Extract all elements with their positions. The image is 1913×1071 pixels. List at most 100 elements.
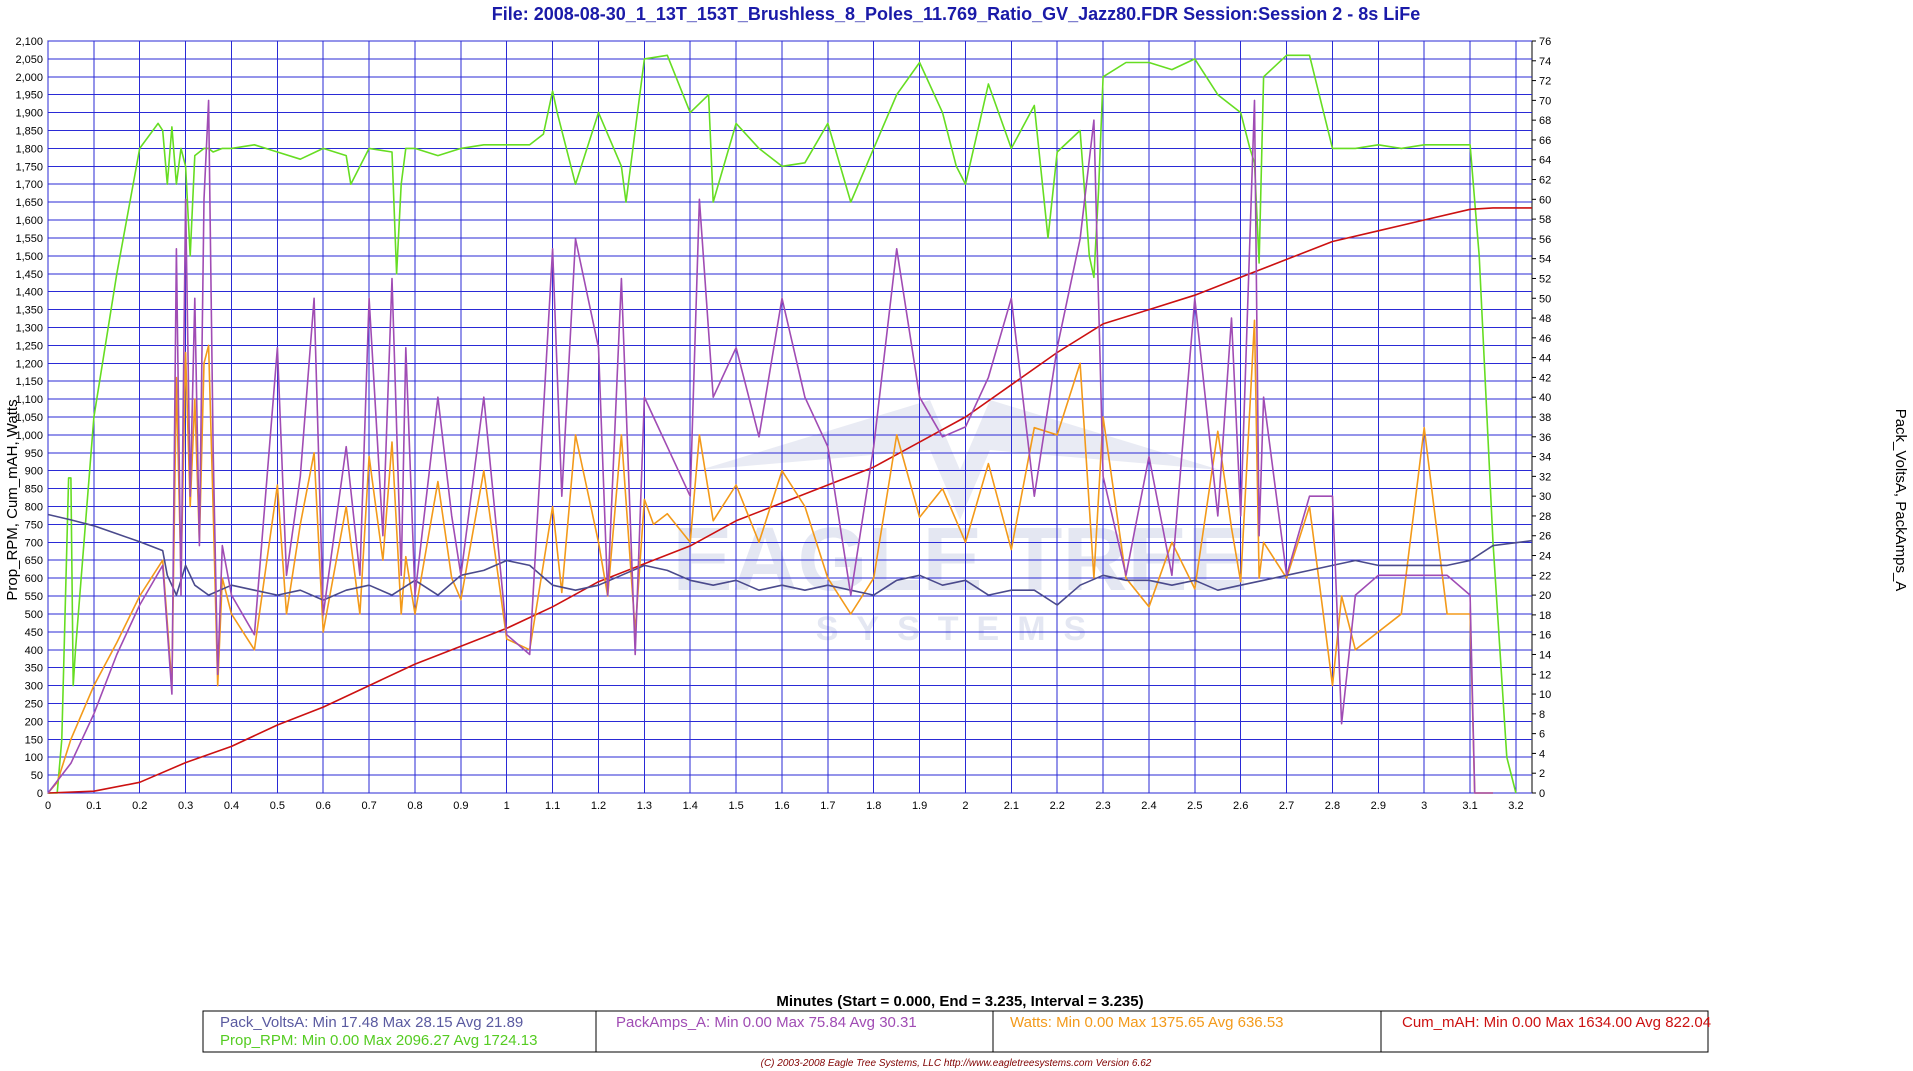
y-left-tick-label: 1,750: [15, 161, 43, 173]
y-right-tick-label: 66: [1539, 135, 1551, 147]
y-right-tick-label: 12: [1539, 669, 1551, 681]
x-tick-label: 0.7: [361, 800, 376, 812]
x-tick-label: 1.7: [820, 800, 835, 812]
y-left-tick-label: 1,950: [15, 90, 43, 102]
y-left-tick-label: 1,650: [15, 197, 43, 209]
y-right-tick-label: 24: [1539, 551, 1551, 563]
y-right-tick-label: 54: [1539, 254, 1551, 266]
y-right-tick-label: 30: [1539, 491, 1551, 503]
y-left-tick-label: 550: [25, 591, 43, 603]
x-tick-label: 2: [962, 800, 968, 812]
y-left-tick-label: 900: [25, 466, 43, 478]
y-left-tick-label: 1,550: [15, 233, 43, 245]
y-right-tick-label: 2: [1539, 768, 1545, 780]
x-tick-label: 1.4: [683, 800, 698, 812]
x-tick-label: 2.4: [1141, 800, 1156, 812]
y-left-tick-label: 1,000: [15, 430, 43, 442]
y-right-tick-label: 8: [1539, 709, 1545, 721]
y-left-tick-label: 600: [25, 573, 43, 585]
legend-entry-cum-mah: Cum_mAH: Min 0.00 Max 1634.00 Avg 822.04: [1402, 1014, 1711, 1031]
x-tick-label: 0.3: [178, 800, 193, 812]
y-left-tick-label: 2,050: [15, 54, 43, 66]
y-left-tick-label: 800: [25, 502, 43, 514]
y-axis-left-title: Prop_RPM, Cum_mAH, Watts: [4, 399, 21, 600]
x-tick-label: 2.7: [1279, 800, 1294, 812]
y-right-tick-label: 40: [1539, 392, 1551, 404]
y-right-tick-label: 52: [1539, 273, 1551, 285]
series-lines: [47, 54, 1533, 794]
x-tick-label: 3.2: [1508, 800, 1523, 812]
y-left-tick-label: 1,150: [15, 376, 43, 388]
y-left-tick-label: 1,100: [15, 394, 43, 406]
x-tick-label: 1.5: [728, 800, 743, 812]
y-left-tick-label: 1,500: [15, 251, 43, 263]
y-left-tick-label: 1,600: [15, 215, 43, 227]
x-tick-label: 2.5: [1187, 800, 1202, 812]
x-tick-label: 2.3: [1095, 800, 1110, 812]
y-right-tick-label: 38: [1539, 412, 1551, 424]
y-right-tick-label: 46: [1539, 333, 1551, 345]
y-left-tick-label: 500: [25, 609, 43, 621]
y-left-tick-label: 150: [25, 734, 43, 746]
y-left-tick-label: 1,400: [15, 287, 43, 299]
x-tick-label: 0.9: [453, 800, 468, 812]
y-left-tick-label: 50: [31, 770, 43, 782]
legend-entry-prop-rpm: Prop_RPM: Min 0.00 Max 2096.27 Avg 1724.…: [220, 1032, 537, 1049]
y-right-tick-label: 32: [1539, 471, 1551, 483]
x-tick-label: 3.1: [1462, 800, 1477, 812]
y-left-tick-label: 650: [25, 555, 43, 567]
y-right-tick-label: 22: [1539, 570, 1551, 582]
y-left-tick-label: 1,050: [15, 412, 43, 424]
y-left-tick-label: 1,350: [15, 305, 43, 317]
x-tick-label: 3: [1421, 800, 1427, 812]
x-tick-label: 0.5: [270, 800, 285, 812]
y-right-tick-label: 58: [1539, 214, 1551, 226]
y-right-tick-label: 72: [1539, 76, 1551, 88]
x-tick-label: 2.9: [1371, 800, 1386, 812]
x-tick-label: 2.2: [1050, 800, 1065, 812]
x-tick-label: 0: [45, 800, 51, 812]
y-left-tick-label: 1,450: [15, 269, 43, 281]
y-right-tick-label: 44: [1539, 353, 1551, 365]
y-right-tick-label: 60: [1539, 194, 1551, 206]
y-left-tick-label: 2,000: [15, 72, 43, 84]
series-line-cum-mah: [47, 207, 1532, 794]
series-line-watts: [47, 319, 1493, 794]
series-line-packamps-a: [47, 99, 1493, 794]
x-tick-label: 1.2: [591, 800, 606, 812]
y-right-tick-label: 76: [1539, 36, 1551, 48]
y-axis-right-title: Pack_VoltsA, PackAmps_A: [1892, 409, 1909, 592]
y-right-tick-label: 6: [1539, 729, 1545, 741]
y-right-tick-label: 62: [1539, 175, 1551, 187]
y-left-tick-labels: 0 50 100 150 200 250 300 350 400 450 500 550 600 650 7…: [15, 36, 43, 800]
y-left-tick-label: 1,300: [15, 322, 43, 334]
y-right-tick-label: 0: [1539, 788, 1545, 800]
x-tick-label: 0.4: [224, 800, 239, 812]
y-left-tick-label: 700: [25, 537, 43, 549]
y-right-tick-label: 4: [1539, 748, 1545, 760]
series-line-pack-voltsa: [47, 513, 1533, 606]
x-tick-label: 1.6: [774, 800, 789, 812]
legend: Pack_VoltsA: Min 17.48 Max 28.15 Avg 21.…: [202, 1010, 1711, 1053]
y-left-tick-label: 200: [25, 716, 43, 728]
y-left-tick-label: 950: [25, 448, 43, 460]
y-left-tick-label: 850: [25, 484, 43, 496]
x-tick-label: 1.8: [866, 800, 881, 812]
y-right-tick-label: 28: [1539, 511, 1551, 523]
legend-entry-pack-volts: Pack_VoltsA: Min 17.48 Max 28.15 Avg 21.…: [220, 1014, 523, 1031]
y-right-tick-label: 42: [1539, 372, 1551, 384]
y-left-tick-label: 350: [25, 663, 43, 675]
y-right-tick-label: 18: [1539, 610, 1551, 622]
x-tick-label: 1.9: [912, 800, 927, 812]
x-tick-label: 0.2: [132, 800, 147, 812]
y-left-tick-label: 0: [37, 788, 43, 800]
y-left-tick-label: 2,100: [15, 36, 43, 48]
x-tick-labels: 0 0.1 0.2 0.3 0.4 0.5 0.6 0.7 0.8 0.9 1 1.1 1.2 1.3 1.…: [45, 800, 1524, 812]
y-left-tick-label: 400: [25, 645, 43, 657]
y-left-tick-label: 1,850: [15, 126, 43, 138]
x-tick-label: 1.1: [545, 800, 560, 812]
y-left-tick-label: 300: [25, 681, 43, 693]
y-left-tick-label: 1,900: [15, 108, 43, 120]
x-tick-label: 2.1: [1004, 800, 1019, 812]
x-tick-label: 0.6: [316, 800, 331, 812]
